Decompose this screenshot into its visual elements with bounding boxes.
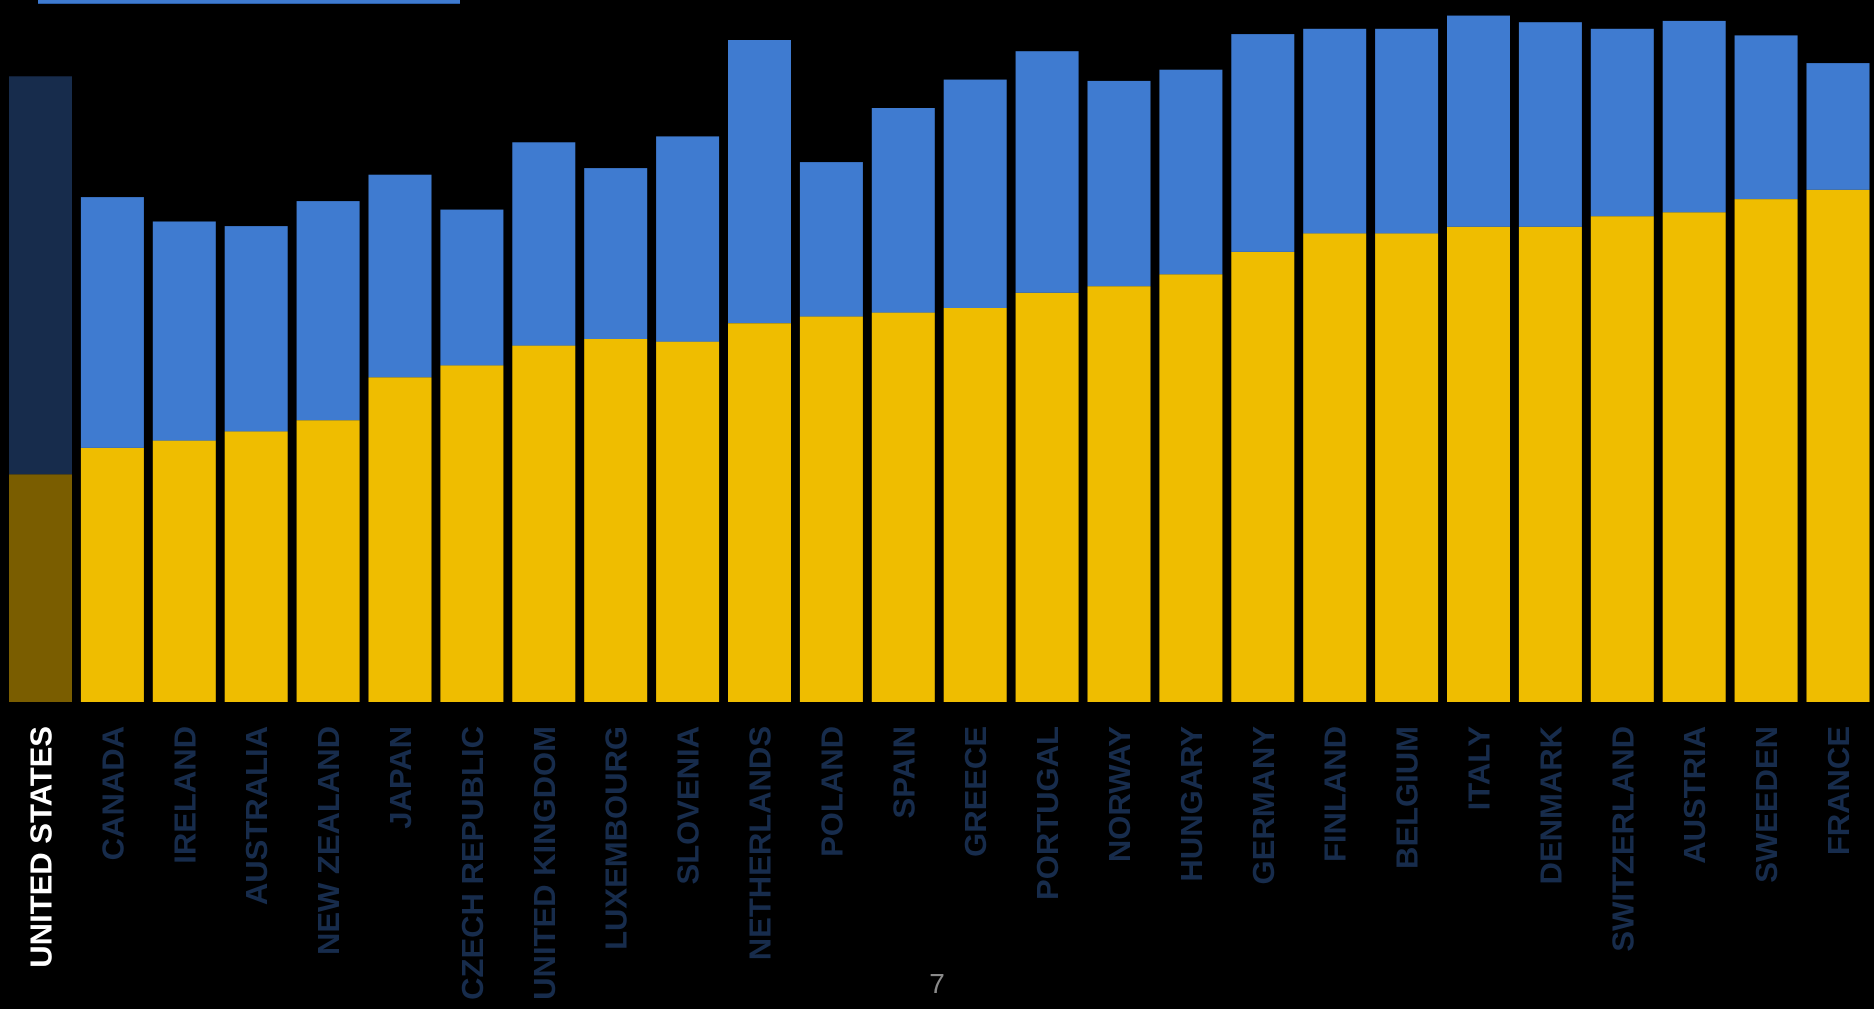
category-label-france: FRANCE: [1821, 726, 1856, 855]
category-label-ireland: IRELAND: [167, 726, 202, 864]
bar-bottom-segment-germany: [1231, 251, 1295, 702]
category-label-switzerland: SWITZERLAND: [1605, 726, 1640, 952]
bar-top-segment-switzerland: [1590, 28, 1654, 217]
category-label-spain: SPAIN: [886, 726, 921, 818]
bar-bottom-segment-united-states: [9, 474, 72, 702]
bar-group: [9, 15, 1870, 703]
bar-bottom-segment-greece: [943, 308, 1007, 702]
category-label-luxembourg: LUXEMBOURG: [599, 726, 634, 950]
bar-top-segment-belgium: [1375, 28, 1439, 234]
bar-bottom-segment-czech-republic: [440, 365, 504, 702]
category-label-germany: GERMANY: [1246, 726, 1281, 885]
bar-top-segment-australia: [224, 226, 288, 432]
bar-top-segment-hungary: [1159, 69, 1223, 275]
bar-bottom-segment-new-zealand: [296, 420, 360, 702]
category-label-netherlands: NETHERLANDS: [743, 726, 778, 960]
page-number: 7: [929, 968, 945, 999]
bar-top-segment-denmark: [1518, 22, 1582, 227]
bar-top-segment-norway: [1087, 80, 1151, 287]
category-label-italy: ITALY: [1462, 726, 1497, 811]
category-label-denmark: DENMARK: [1533, 725, 1568, 884]
category-label-finland: FINLAND: [1318, 726, 1353, 862]
category-label-hungary: HUNGARY: [1174, 726, 1209, 882]
bar-bottom-segment-portugal: [1015, 292, 1079, 702]
bar-top-segment-italy: [1447, 15, 1510, 227]
bar-bottom-segment-norway: [1087, 286, 1151, 702]
bar-bottom-segment-slovenia: [656, 341, 720, 702]
bar-top-segment-france: [1806, 63, 1870, 190]
bar-bottom-segment-italy: [1447, 226, 1510, 703]
category-label-poland: POLAND: [814, 726, 849, 857]
bar-top-segment-greece: [943, 79, 1007, 308]
category-label-united-states: UNITED STATES: [24, 726, 59, 968]
bar-bottom-segment-belgium: [1375, 233, 1439, 702]
category-label-new-zealand: NEW ZEALAND: [311, 726, 346, 955]
category-label-slovenia: SLOVENIA: [671, 726, 706, 884]
bar-bottom-segment-japan: [368, 377, 432, 702]
bar-top-segment-poland: [799, 162, 863, 317]
category-label-greece: GREECE: [958, 726, 993, 857]
bar-bottom-segment-luxembourg: [584, 339, 648, 702]
bar-top-segment-luxembourg: [584, 168, 648, 339]
bar-top-segment-finland: [1303, 28, 1367, 234]
category-label-united-kingdom: UNITED KINGDOM: [527, 726, 562, 1000]
category-label-canada: CANADA: [95, 726, 130, 860]
bar-top-segment-portugal: [1015, 51, 1079, 293]
bar-top-segment-netherlands: [728, 40, 791, 324]
category-label-group: UNITED STATES CANADA IRELAND AUSTRALIA NEW Z…: [24, 725, 1857, 999]
category-label-belgium: BELGIUM: [1390, 726, 1425, 869]
bar-top-segment-ireland: [152, 221, 216, 441]
bar-top-segment-austria: [1662, 20, 1726, 213]
bar-bottom-segment-spain: [871, 312, 935, 702]
bar-bottom-segment-sweeden: [1734, 199, 1798, 702]
bar-top-segment-sweeden: [1734, 35, 1798, 200]
legend-strip: [38, 0, 460, 4]
bar-bottom-segment-united-kingdom: [512, 345, 576, 702]
category-label-sweeden: SWEEDEN: [1749, 726, 1784, 883]
bar-bottom-segment-poland: [799, 316, 863, 702]
category-label-australia: AUSTRALIA: [239, 726, 274, 905]
bar-bottom-segment-finland: [1303, 233, 1367, 702]
bar-bottom-segment-hungary: [1159, 274, 1223, 702]
category-label-japan: JAPAN: [383, 726, 418, 829]
bar-top-segment-germany: [1231, 34, 1295, 252]
bar-bottom-segment-austria: [1662, 212, 1726, 703]
bar-bottom-segment-denmark: [1518, 226, 1582, 703]
bar-top-segment-slovenia: [656, 136, 720, 342]
bar-top-segment-japan: [368, 174, 432, 378]
category-label-austria: AUSTRIA: [1677, 726, 1712, 864]
bar-bottom-segment-australia: [224, 431, 288, 702]
bar-top-segment-united-states: [9, 76, 72, 475]
bar-bottom-segment-switzerland: [1590, 216, 1654, 702]
bar-top-segment-spain: [871, 108, 935, 313]
bar-top-segment-czech-republic: [440, 209, 504, 366]
category-label-czech-republic: CZECH REPUBLIC: [455, 726, 490, 1000]
category-label-portugal: PORTUGAL: [1030, 726, 1065, 900]
bar-top-segment-new-zealand: [296, 201, 360, 421]
bar-bottom-segment-france: [1806, 189, 1870, 703]
bar-bottom-segment-netherlands: [728, 323, 791, 702]
bar-bottom-segment-ireland: [152, 440, 216, 702]
bar-top-segment-united-kingdom: [512, 142, 576, 346]
category-label-norway: NORWAY: [1102, 726, 1137, 862]
bar-top-segment-canada: [80, 197, 144, 448]
bar-bottom-segment-canada: [80, 447, 144, 702]
